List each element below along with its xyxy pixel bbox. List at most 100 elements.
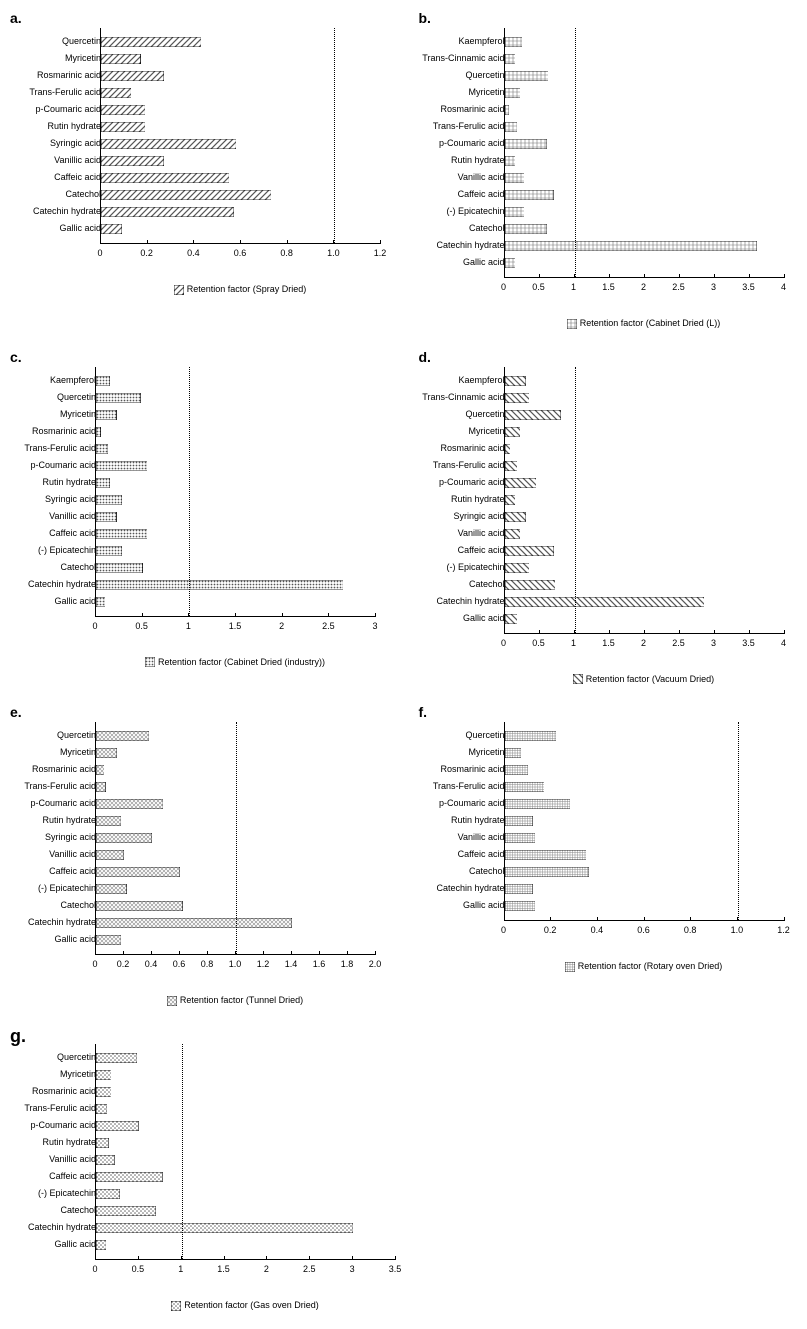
x-tick-label: 3.5 [742,638,755,648]
category-label: Vanillic acid [11,850,100,859]
legend: Retention factor (Gas oven Dried) [95,1300,395,1311]
bar [96,563,143,573]
category-label: (-) Epicatechin [420,207,509,216]
category-label: Rosmarinic acid [420,444,509,453]
category-label: p-Coumaric acid [11,105,105,114]
category-label: Rosmarinic acid [420,765,509,774]
bar-row: Syringic acid [101,137,381,151]
category-label: Rosmarinic acid [420,105,509,114]
reference-line [236,722,237,954]
bar-row: Catechin hydrate [96,1221,396,1235]
category-label: Trans-Ferulic acid [420,461,509,470]
x-tick-label: 4 [781,282,786,292]
bar-row: Catechin hydrate [505,239,785,253]
reference-line [575,367,576,633]
x-tick-label: 1 [186,621,191,631]
x-tick-label: 3 [711,638,716,648]
x-tick-label: 0 [501,282,506,292]
x-tick-label: 0.8 [684,925,697,935]
bar [96,393,141,403]
x-tick-label: 3.5 [742,282,755,292]
category-label: p-Coumaric acid [11,799,100,808]
bar [96,529,147,539]
category-label: Catechol [11,190,105,199]
category-label: Rosmarinic acid [11,765,100,774]
legend-text: Retention factor (Spray Dried) [187,284,307,294]
x-tick-label: 3.5 [389,1264,402,1274]
bar-row: p-Coumaric acid [96,1119,396,1133]
bar [101,190,271,200]
legend-swatch-icon [174,285,184,295]
category-label: Caffeic acid [420,546,509,555]
panel-f: f.QuercetinMyricetinRosmarinic acidTrans… [419,704,807,1006]
bar-row: Trans-Cinnamic acid [505,391,785,405]
bar-row: Quercetin [96,391,376,405]
legend-swatch-icon [573,674,583,684]
x-tick-label: 2.5 [672,282,685,292]
bar-row: Catechin hydrate [505,595,785,609]
bar [96,901,183,911]
reference-line [182,1044,183,1259]
category-label: (-) Epicatechin [11,546,100,555]
x-tick-label: 0.5 [132,1264,145,1274]
category-label: Syringic acid [11,139,105,148]
x-tick-label: 0 [501,638,506,648]
bar [505,241,757,251]
bar-row: Trans-Ferulic acid [505,120,785,134]
x-axis: 00.511.522.533.54 [504,636,784,656]
category-label: Caffeic acid [420,850,509,859]
bar-row: p-Coumaric acid [505,797,785,811]
bar-row: Trans-Ferulic acid [505,780,785,794]
category-label: Syringic acid [420,512,509,521]
category-label: Gallic acid [420,614,509,623]
category-label: Myricetin [11,54,105,63]
bar [101,88,131,98]
bar [505,546,554,556]
x-tick-label: 4 [781,638,786,648]
legend-text: Retention factor (Cabinet Dried (industr… [158,657,325,667]
panel-label: c. [10,349,22,365]
chart: QuercetinMyricetinRosmarinic acidTrans-F… [419,722,807,972]
bar [96,850,124,860]
bar-row: Gallic acid [505,612,785,626]
chart: QuercetinMyricetinRosmarinic acidTrans-F… [10,28,409,295]
category-label: Rutin hydrate [420,156,509,165]
bar-row: Catechol [96,1204,396,1218]
bar-row: Quercetin [505,729,785,743]
bar [505,884,533,894]
bar-row: Catechin hydrate [505,882,785,896]
category-label: Syringic acid [11,495,100,504]
panel-d: d.KaempferolTrans-Cinnamic acidQuercetin… [419,349,807,685]
category-label: Gallic acid [11,935,100,944]
panel-label: e. [10,704,22,720]
bar [101,105,145,115]
category-label: Myricetin [11,1070,100,1079]
x-tick-label: 1.6 [313,959,326,969]
category-label: Myricetin [11,410,100,419]
category-label: Rutin hydrate [420,495,509,504]
chart: KaempferolTrans-Cinnamic acidQuercetinMy… [419,28,807,329]
category-label: Rutin hydrate [11,816,100,825]
bar-row: Caffeic acid [101,171,381,185]
x-tick-label: 0.8 [280,248,293,258]
bar-row: Syringic acid [96,493,376,507]
legend: Retention factor (Tunnel Dried) [95,995,375,1006]
category-label: Rutin hydrate [420,816,509,825]
category-label: Gallic acid [420,901,509,910]
bar [101,156,164,166]
legend-text: Retention factor (Tunnel Dried) [180,995,303,1005]
bar [96,731,149,741]
x-tick-label: 1.8 [341,959,354,969]
category-label: Catechin hydrate [420,884,509,893]
category-label: Kaempferol [11,376,100,385]
category-label: Myricetin [11,748,100,757]
x-tick-label: 2 [264,1264,269,1274]
bar [101,139,236,149]
category-label: Rosmarinic acid [11,71,105,80]
category-label: Catechol [11,901,100,910]
legend-swatch-icon [171,1301,181,1311]
category-label: Catechin hydrate [11,918,100,927]
category-label: Catechol [11,1206,100,1215]
category-label: Vanillic acid [11,1155,100,1164]
category-label: Trans-Ferulic acid [420,122,509,131]
